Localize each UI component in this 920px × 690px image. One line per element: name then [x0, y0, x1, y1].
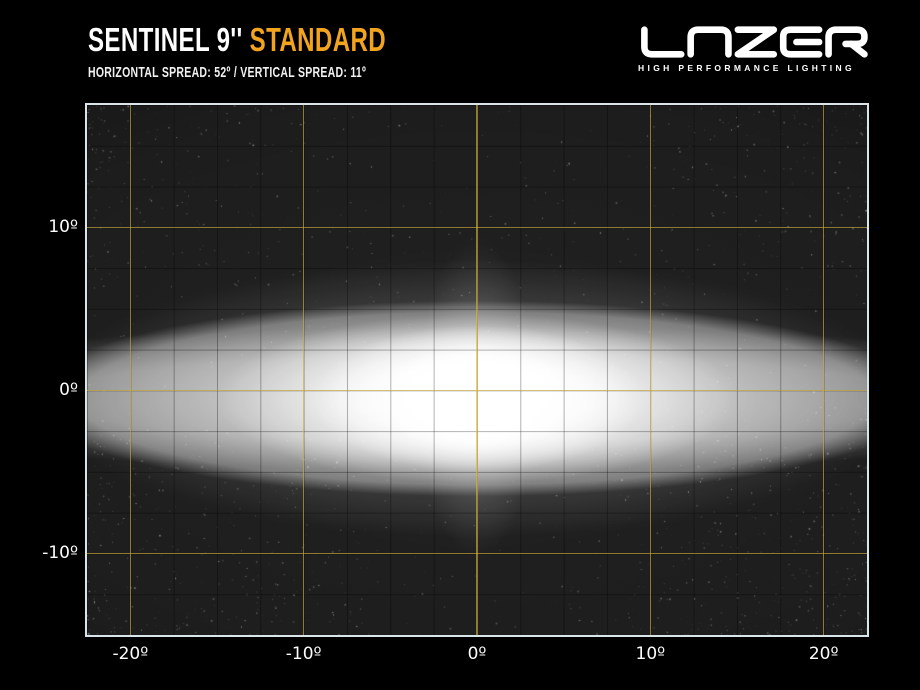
- brand-tagline: HIGH PERFORMANCE LIGHTING: [638, 63, 868, 73]
- major-gridline-horizontal: [87, 553, 867, 555]
- major-gridline-vertical: [303, 105, 305, 635]
- page-title: SENTINEL 9'' STANDARD: [88, 23, 386, 58]
- major-gridline-vertical: [130, 105, 132, 635]
- x-tick-label: 0º: [468, 643, 487, 665]
- title-block: SENTINEL 9'' STANDARD HORIZONTAL SPREAD:…: [88, 23, 496, 81]
- x-tick-label: 10º: [636, 643, 666, 665]
- major-gridline-horizontal: [87, 227, 867, 229]
- major-gridline-vertical: [476, 105, 478, 635]
- spread-subtitle: HORIZONTAL SPREAD: 52º / VERTICAL SPREAD…: [88, 64, 374, 81]
- y-tick-label: 0º: [0, 379, 78, 401]
- lazer-wordmark-icon: [638, 25, 868, 59]
- x-tick-label: 20º: [809, 643, 839, 665]
- page: SENTINEL 9'' STANDARD HORIZONTAL SPREAD:…: [0, 0, 920, 690]
- brand-logo: LAZER HIGH PERFORMANCE LIGHTING: [638, 25, 868, 73]
- y-tick-label: -10º: [0, 542, 78, 564]
- major-gridline-vertical: [650, 105, 652, 635]
- major-gridline-horizontal: [87, 390, 867, 392]
- beam-chart-plot-area: [85, 103, 869, 637]
- product-variant: STANDARD: [250, 21, 386, 58]
- x-tick-label: -20º: [112, 643, 148, 665]
- product-name: SENTINEL 9'': [88, 21, 243, 58]
- x-tick-label: -10º: [286, 643, 322, 665]
- y-tick-label: 10º: [0, 216, 78, 238]
- major-gridline-vertical: [823, 105, 825, 635]
- major-grid: [87, 105, 867, 635]
